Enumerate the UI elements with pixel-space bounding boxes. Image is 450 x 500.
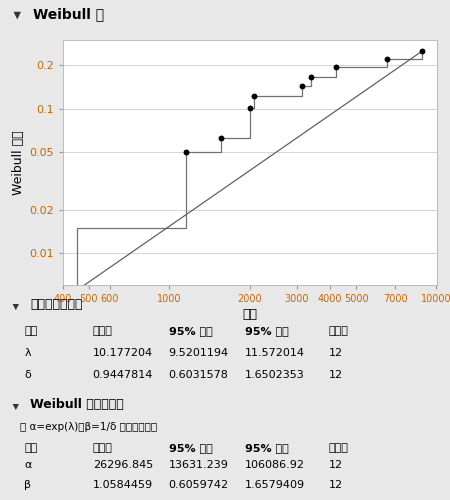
Text: δ: δ <box>24 370 31 380</box>
Text: 参数: 参数 <box>24 443 37 453</box>
Text: 11.572014: 11.572014 <box>245 348 305 358</box>
Point <box>246 104 253 112</box>
Text: Weibull 参数估计値: Weibull 参数估计値 <box>30 398 124 411</box>
Text: 0.6031578: 0.6031578 <box>169 370 229 380</box>
Point <box>299 82 306 90</box>
Text: Weibull 图: Weibull 图 <box>33 6 104 20</box>
Text: 95% 上限: 95% 上限 <box>245 326 288 336</box>
Text: 失效数: 失效数 <box>328 326 348 336</box>
Text: 12: 12 <box>328 480 342 490</box>
Text: ▲: ▲ <box>14 8 21 18</box>
X-axis label: 时间: 时间 <box>242 308 257 321</box>
Text: 1.6502353: 1.6502353 <box>245 370 305 380</box>
Text: 12: 12 <box>328 348 342 358</box>
Text: 0.9447814: 0.9447814 <box>93 370 153 380</box>
Text: 估计値: 估计値 <box>93 443 112 453</box>
Text: 12: 12 <box>328 460 342 470</box>
Text: α: α <box>24 460 32 470</box>
Text: 与 α=exp(λ)、β=1/δ 时的极値相同: 与 α=exp(λ)、β=1/δ 时的极値相同 <box>20 422 158 432</box>
Text: 12: 12 <box>328 370 342 380</box>
Y-axis label: Weibull 累积: Weibull 累积 <box>12 130 25 195</box>
Text: 10.177204: 10.177204 <box>93 348 153 358</box>
Text: β: β <box>24 480 31 490</box>
Text: 95% 上限: 95% 上限 <box>245 443 288 453</box>
Text: 1.6579409: 1.6579409 <box>245 480 305 490</box>
Text: 95% 下限: 95% 下限 <box>169 326 212 336</box>
Text: 1.0584459: 1.0584459 <box>93 480 153 490</box>
Text: 13631.239: 13631.239 <box>169 460 229 470</box>
Text: 9.5201194: 9.5201194 <box>169 348 229 358</box>
Point <box>73 286 80 294</box>
Text: 参数: 参数 <box>24 326 37 336</box>
Point <box>418 48 425 56</box>
Text: 106086.92: 106086.92 <box>245 460 305 470</box>
Point <box>308 73 315 81</box>
Point <box>383 55 390 63</box>
Text: 极値参数估计値: 极値参数估计値 <box>30 298 82 312</box>
Point <box>182 148 189 156</box>
Text: 估计値: 估计値 <box>93 326 112 336</box>
Text: 26296.845: 26296.845 <box>93 460 153 470</box>
Point <box>217 134 225 141</box>
Text: ▲: ▲ <box>13 400 19 409</box>
Text: 95% 下限: 95% 下限 <box>169 443 212 453</box>
Text: ▲: ▲ <box>13 300 19 310</box>
Text: 失效数: 失效数 <box>328 443 348 453</box>
Text: 0.6059742: 0.6059742 <box>169 480 229 490</box>
Point <box>251 92 258 100</box>
Text: λ: λ <box>24 348 31 358</box>
Point <box>332 62 339 70</box>
